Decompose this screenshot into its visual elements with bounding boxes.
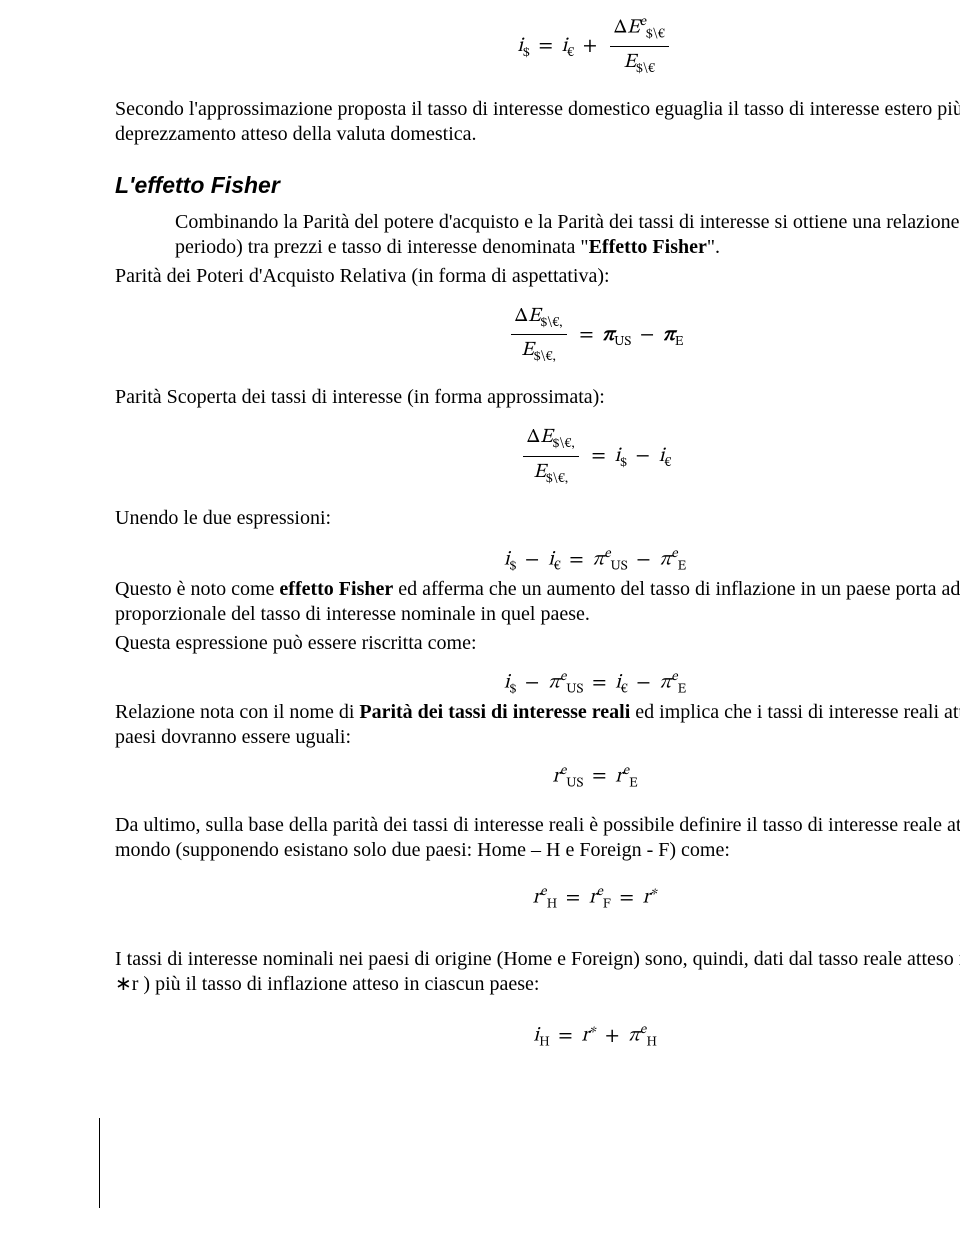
equation-real-parity: i$ − πeUS = i€ − πeE bbox=[115, 670, 960, 700]
text-fisher-desc-a: Questo è noto come bbox=[115, 578, 279, 600]
heading-fisher: L'effetto Fisher bbox=[115, 171, 960, 200]
para-fisher-intro: Combinando la Parità del potere d'acquis… bbox=[175, 210, 960, 260]
eq2-num: ΔE$\€, bbox=[511, 303, 567, 336]
equation-r-equal: reUS = reE bbox=[115, 764, 960, 794]
changebar-icon bbox=[99, 1118, 100, 1208]
equation-uip-rate: ΔE$\€,E$\€, = i$ − i€ bbox=[115, 424, 960, 488]
para-approx-desc: Secondo l'approssimazione proposta il ta… bbox=[115, 97, 960, 147]
para-uip-approx: Parità Scoperta dei tassi di interesse (… bbox=[115, 385, 960, 410]
eq3-den: E$\€, bbox=[523, 457, 579, 489]
para-nominal-rates: I tassi di interesse nominali nei paesi … bbox=[115, 947, 960, 997]
text-fisher-bold: effetto Fisher bbox=[279, 578, 393, 600]
equation-r-world: reH = reF = r∗ bbox=[115, 885, 960, 915]
eq3-right: = i$ − i€ bbox=[583, 446, 672, 466]
para-fisher-desc: Questo è noto come effetto Fisher ed aff… bbox=[115, 577, 960, 627]
para-union: Unendo le due espressioni: bbox=[115, 506, 960, 531]
text-fisher-intro-a: Combinando la Parità del potere d'acquis… bbox=[175, 211, 960, 258]
eq2-den: E$\€, bbox=[511, 335, 567, 367]
eq1-num: ΔEe$\€ bbox=[610, 14, 669, 47]
eq1-den: E$\€ bbox=[610, 47, 669, 79]
eq3-num: ΔE$\€, bbox=[523, 424, 579, 457]
para-rewrite: Questa espressione può essere riscritta … bbox=[115, 631, 960, 656]
text-fisher-intro-c: ". bbox=[707, 236, 720, 258]
text-effetto-fisher-bold: Effetto Fisher bbox=[589, 236, 707, 258]
text-real-parity-bold: Parità dei tassi di interesse reali bbox=[359, 701, 630, 723]
para-world-rate: Da ultimo, sulla base della parità dei t… bbox=[115, 813, 960, 863]
eq2-right: = πUS − πE bbox=[571, 325, 684, 345]
para-ppp-relative: Parità dei Poteri d'Acquisto Relativa (i… bbox=[115, 264, 960, 289]
eq1-left: i$ = i€ + bbox=[517, 36, 606, 56]
text-real-parity-a: Relazione nota con il nome di bbox=[115, 701, 359, 723]
equation-ppp-relative: ΔE$\€,E$\€, = πUS − πE bbox=[115, 303, 960, 367]
equation-fisher: i$ − i€ = πeUS − πeE bbox=[115, 547, 960, 577]
equation-uip-approx: i$ = i€ + ΔEe$\€E$\€ bbox=[115, 14, 960, 79]
equation-ih: iH = r∗ + πeH bbox=[115, 1023, 960, 1053]
para-real-parity-desc: Relazione nota con il nome di Parità dei… bbox=[115, 700, 960, 750]
